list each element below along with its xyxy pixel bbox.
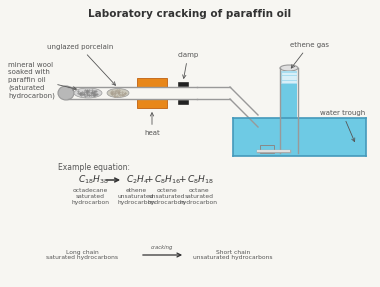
Text: cracking: cracking bbox=[151, 245, 173, 250]
Ellipse shape bbox=[280, 65, 298, 71]
Text: Example equation:: Example equation: bbox=[58, 163, 130, 172]
Text: $C_{8}H_{16}$: $C_{8}H_{16}$ bbox=[154, 174, 181, 186]
Text: octadecane
saturated
hydrocarbon: octadecane saturated hydrocarbon bbox=[71, 188, 109, 205]
Text: ethene
unsaturated
hydrocarbon: ethene unsaturated hydrocarbon bbox=[117, 188, 155, 205]
Text: water trough: water trough bbox=[320, 110, 365, 141]
Text: ethene gas: ethene gas bbox=[290, 42, 328, 68]
Ellipse shape bbox=[107, 88, 129, 98]
Text: Laboratory cracking of paraffin oil: Laboratory cracking of paraffin oil bbox=[89, 9, 291, 19]
Bar bbox=[178, 100, 188, 104]
Bar bbox=[281, 71, 297, 84]
Text: mineral wool
soaked with
paraffin oil
(saturated
hydrocarbon): mineral wool soaked with paraffin oil (s… bbox=[8, 62, 55, 99]
Bar bbox=[178, 82, 188, 86]
Text: $C_{2}H_{4}$: $C_{2}H_{4}$ bbox=[126, 174, 149, 186]
Text: $C_{8}H_{18}$: $C_{8}H_{18}$ bbox=[187, 174, 214, 186]
Bar bbox=[233, 118, 366, 156]
Text: Short chain
unsaturated hydrocarbons: Short chain unsaturated hydrocarbons bbox=[193, 250, 273, 260]
Text: +: + bbox=[178, 175, 186, 185]
Ellipse shape bbox=[58, 86, 74, 100]
Text: +: + bbox=[145, 175, 153, 185]
Text: Long chain
saturated hydrocarbons: Long chain saturated hydrocarbons bbox=[46, 250, 118, 260]
Text: $C_{18}H_{38}$: $C_{18}H_{38}$ bbox=[78, 174, 109, 186]
Ellipse shape bbox=[74, 88, 102, 98]
Text: unglazed porcelain: unglazed porcelain bbox=[47, 44, 116, 85]
Text: octene
unsaturated
hydrocarbon: octene unsaturated hydrocarbon bbox=[148, 188, 186, 205]
Bar bbox=[137, 78, 167, 87]
Bar bbox=[281, 84, 297, 153]
Bar bbox=[137, 99, 167, 108]
Text: octane
saturated
hydrocarbon: octane saturated hydrocarbon bbox=[180, 188, 218, 205]
Bar bbox=[260, 145, 274, 153]
Text: heat: heat bbox=[144, 113, 160, 136]
Text: clamp: clamp bbox=[177, 52, 199, 78]
